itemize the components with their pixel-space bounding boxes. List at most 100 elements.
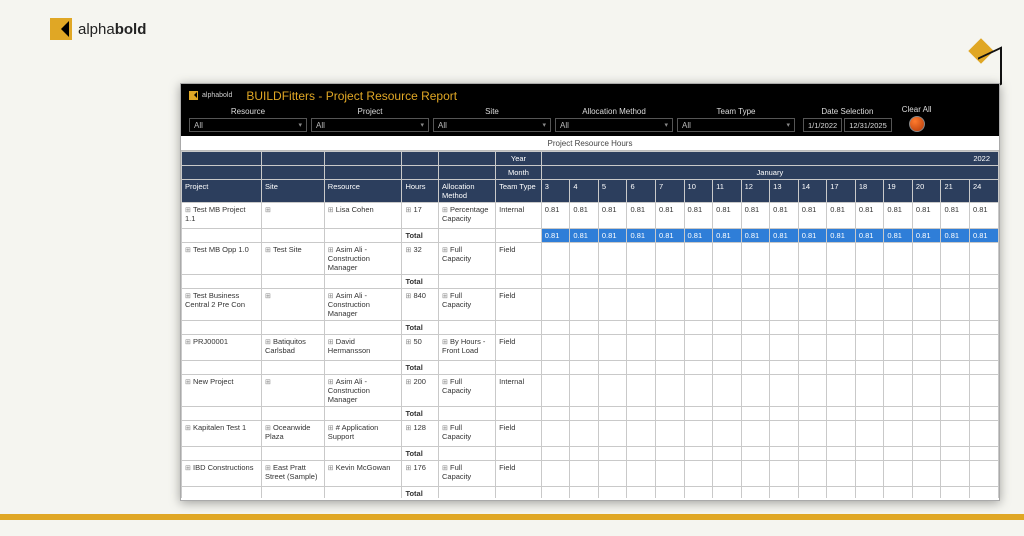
hours-cell[interactable] — [684, 421, 713, 447]
hours-cell[interactable] — [798, 421, 827, 447]
day-header[interactable]: 21 — [941, 180, 970, 203]
hours-cell[interactable] — [884, 243, 913, 275]
day-header[interactable]: 24 — [970, 180, 999, 203]
day-header[interactable]: 3 — [541, 180, 570, 203]
hours-cell[interactable] — [713, 421, 742, 447]
hours-cell[interactable] — [598, 461, 627, 487]
hours-cell[interactable] — [798, 243, 827, 275]
day-header[interactable]: 20 — [912, 180, 941, 203]
hours-cell[interactable] — [655, 289, 684, 321]
hours-cell[interactable] — [541, 335, 570, 361]
hours-cell[interactable] — [713, 243, 742, 275]
hours-cell[interactable] — [798, 289, 827, 321]
expand-icon[interactable]: ⊞ — [185, 206, 191, 214]
hours-cell[interactable] — [713, 375, 742, 407]
hours-cell[interactable] — [941, 375, 970, 407]
hours-cell[interactable] — [884, 461, 913, 487]
day-header[interactable]: 4 — [570, 180, 599, 203]
column-header[interactable]: Resource — [324, 180, 402, 203]
hours-cell[interactable] — [598, 289, 627, 321]
table-row[interactable]: ⊞New Project⊞⊞Asim Ali - Construction Ma… — [182, 375, 999, 407]
hours-cell[interactable] — [798, 375, 827, 407]
day-header[interactable]: 13 — [770, 180, 799, 203]
column-header[interactable]: Allocation Method — [439, 180, 496, 203]
hours-cell[interactable] — [655, 461, 684, 487]
expand-icon[interactable]: ⊞ — [185, 292, 191, 300]
hours-cell[interactable] — [713, 461, 742, 487]
hours-cell[interactable] — [770, 289, 799, 321]
hours-cell[interactable] — [884, 421, 913, 447]
hours-cell[interactable]: 0.81 — [655, 203, 684, 229]
hours-cell[interactable] — [912, 335, 941, 361]
table-row[interactable]: ⊞Test MB Opp 1.0⊞Test Site⊞Asim Ali - Co… — [182, 243, 999, 275]
hours-cell[interactable] — [655, 243, 684, 275]
hours-cell[interactable] — [627, 335, 656, 361]
hours-cell[interactable] — [770, 335, 799, 361]
hours-cell[interactable] — [713, 335, 742, 361]
hours-cell[interactable] — [827, 461, 856, 487]
hours-cell[interactable] — [598, 375, 627, 407]
day-header[interactable]: 17 — [827, 180, 856, 203]
day-header[interactable]: 19 — [884, 180, 913, 203]
hours-cell[interactable] — [570, 335, 599, 361]
hours-cell[interactable] — [912, 421, 941, 447]
day-header[interactable]: 5 — [598, 180, 627, 203]
date-from-input[interactable]: 1/1/2022 — [803, 118, 842, 132]
hours-cell[interactable] — [970, 335, 999, 361]
hours-cell[interactable]: 0.81 — [770, 203, 799, 229]
day-header[interactable]: 14 — [798, 180, 827, 203]
expand-icon[interactable]: ⊞ — [185, 464, 191, 472]
hours-cell[interactable] — [855, 461, 884, 487]
hours-cell[interactable] — [770, 375, 799, 407]
day-header[interactable]: 11 — [713, 180, 742, 203]
column-header[interactable]: Team Type — [496, 180, 542, 203]
hours-cell[interactable] — [912, 289, 941, 321]
hours-cell[interactable] — [941, 461, 970, 487]
hours-cell[interactable]: 0.81 — [713, 203, 742, 229]
hours-cell[interactable] — [770, 461, 799, 487]
hours-cell[interactable] — [827, 289, 856, 321]
column-header[interactable]: Site — [261, 180, 324, 203]
hours-cell[interactable] — [684, 289, 713, 321]
hours-cell[interactable]: 0.81 — [570, 203, 599, 229]
hours-cell[interactable] — [970, 461, 999, 487]
resource-select[interactable]: All▾ — [189, 118, 307, 132]
hours-cell[interactable] — [684, 335, 713, 361]
expand-icon[interactable]: ⊞ — [185, 338, 191, 346]
hours-cell[interactable] — [855, 289, 884, 321]
table-row[interactable]: ⊞Kapitalen Test 1⊞Oceanwide Plaza⊞# Appl… — [182, 421, 999, 447]
hours-cell[interactable] — [770, 243, 799, 275]
hours-cell[interactable] — [970, 243, 999, 275]
hours-cell[interactable] — [627, 289, 656, 321]
hours-cell[interactable] — [627, 243, 656, 275]
data-grid[interactable]: Year2022MonthJanuaryProjectSiteResourceH… — [181, 150, 999, 498]
hours-cell[interactable] — [827, 243, 856, 275]
hours-cell[interactable] — [598, 335, 627, 361]
expand-icon[interactable]: ⊞ — [185, 246, 191, 254]
hours-cell[interactable] — [541, 461, 570, 487]
hours-cell[interactable] — [912, 243, 941, 275]
table-row[interactable]: ⊞Test MB Project 1.1⊞⊞Lisa Cohen⊞17⊞Perc… — [182, 203, 999, 229]
hours-cell[interactable] — [655, 421, 684, 447]
hours-cell[interactable] — [570, 243, 599, 275]
hours-cell[interactable] — [855, 243, 884, 275]
hours-cell[interactable]: 0.81 — [827, 203, 856, 229]
hours-cell[interactable] — [827, 375, 856, 407]
hours-cell[interactable] — [570, 461, 599, 487]
hours-cell[interactable] — [884, 375, 913, 407]
allocation-select[interactable]: All▾ — [555, 118, 673, 132]
hours-cell[interactable] — [541, 375, 570, 407]
hours-cell[interactable] — [541, 289, 570, 321]
hours-cell[interactable]: 0.81 — [684, 203, 713, 229]
hours-cell[interactable] — [570, 375, 599, 407]
hours-cell[interactable] — [912, 375, 941, 407]
hours-cell[interactable]: 0.81 — [741, 203, 770, 229]
hours-cell[interactable] — [970, 289, 999, 321]
hours-cell[interactable]: 0.81 — [941, 203, 970, 229]
hours-cell[interactable]: 0.81 — [541, 203, 570, 229]
hours-cell[interactable] — [941, 421, 970, 447]
hours-cell[interactable]: 0.81 — [627, 203, 656, 229]
hours-cell[interactable] — [855, 335, 884, 361]
day-header[interactable]: 6 — [627, 180, 656, 203]
hours-cell[interactable]: 0.81 — [970, 203, 999, 229]
